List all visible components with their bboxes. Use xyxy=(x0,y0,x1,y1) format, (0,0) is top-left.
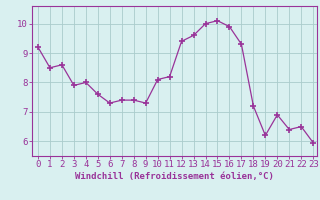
X-axis label: Windchill (Refroidissement éolien,°C): Windchill (Refroidissement éolien,°C) xyxy=(75,172,274,181)
